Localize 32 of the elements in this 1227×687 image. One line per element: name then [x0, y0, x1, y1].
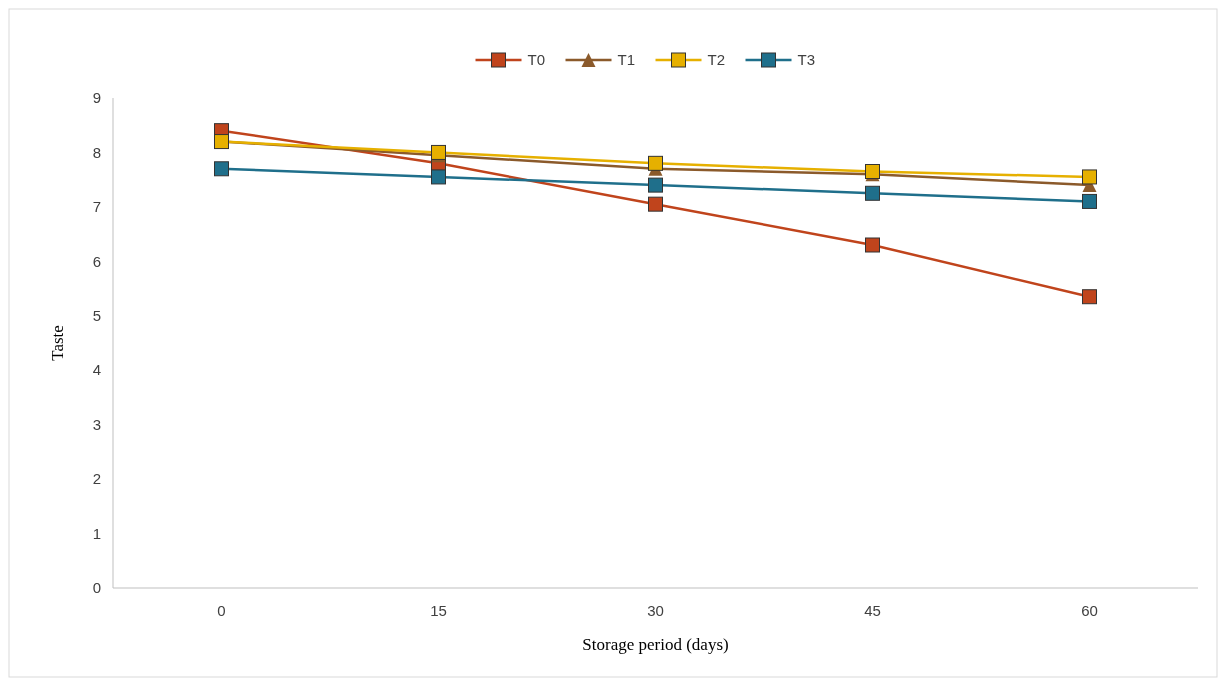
point — [648, 155, 663, 171]
x-tick-label: 45 — [864, 602, 881, 619]
point — [1082, 193, 1097, 209]
x-tick-label: 30 — [647, 602, 664, 619]
point — [648, 177, 663, 193]
point — [1082, 289, 1097, 305]
x-tick-label: 60 — [1081, 602, 1098, 619]
y-tick-label: 6 — [92, 252, 101, 270]
point — [431, 169, 446, 185]
legend-label: T3 — [797, 51, 816, 69]
y-tick-label: 7 — [92, 198, 101, 216]
y-axis-title: Taste — [48, 325, 67, 361]
point — [214, 161, 229, 177]
point — [865, 185, 880, 201]
y-tick-label: 3 — [92, 415, 101, 433]
legend-label: T1 — [617, 51, 636, 69]
point — [1082, 169, 1097, 185]
y-tick-label: 2 — [92, 470, 101, 488]
point — [648, 196, 663, 212]
x-tick-label: 0 — [217, 602, 226, 619]
y-tick-label: 0 — [92, 579, 101, 597]
point — [865, 237, 880, 253]
x-axis-title: Storage period (days) — [582, 635, 729, 654]
y-tick-label: 1 — [92, 524, 101, 542]
y-tick-label: 4 — [92, 361, 101, 379]
y-tick-label: 8 — [92, 143, 101, 161]
legend-label: T0 — [527, 51, 546, 69]
y-tick-label: 9 — [92, 89, 101, 107]
point — [431, 144, 446, 160]
y-tick-label: 5 — [92, 307, 101, 325]
legend-label: T2 — [707, 51, 726, 69]
x-tick-label: 15 — [430, 602, 447, 619]
